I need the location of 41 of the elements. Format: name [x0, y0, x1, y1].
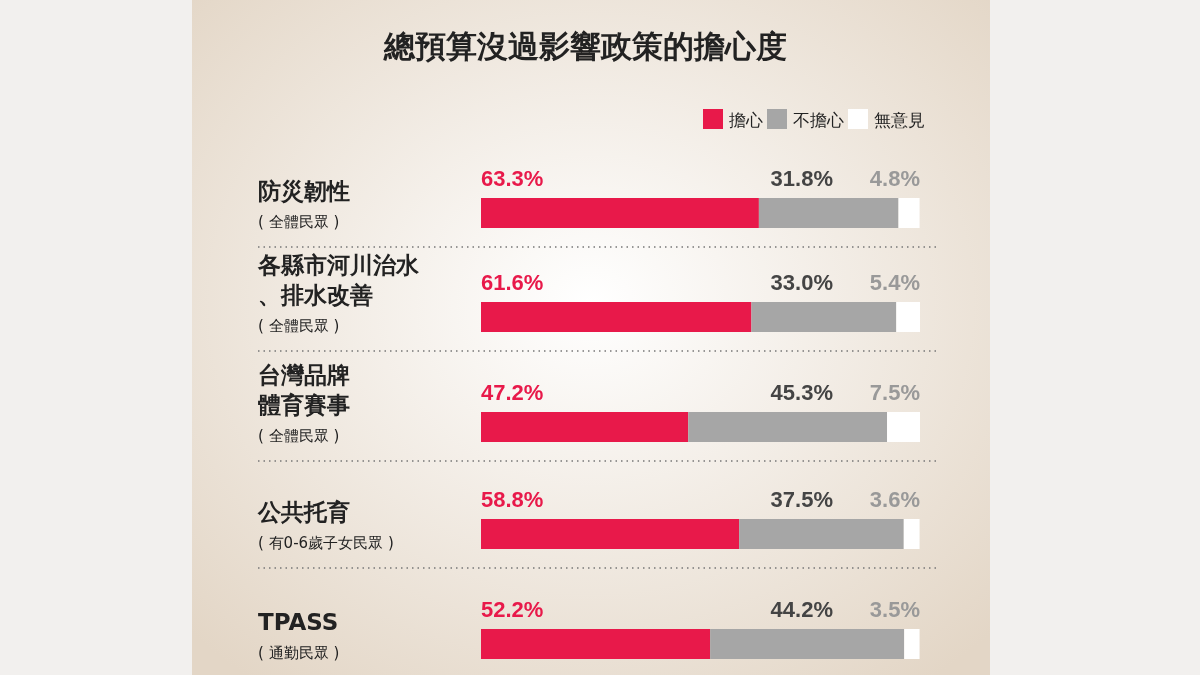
data-label: 63.3% — [481, 166, 544, 191]
bar — [688, 412, 888, 442]
text: ( 全體民眾 ) — [258, 317, 340, 335]
data-label: 61.6% — [481, 270, 544, 295]
data-label: 33.0% — [770, 270, 833, 295]
bar — [481, 198, 759, 228]
data-label: 52.2% — [481, 597, 544, 622]
bar — [898, 198, 920, 228]
bar — [903, 519, 920, 549]
data-label: 3.5% — [869, 597, 920, 622]
y-tick-label: 公共托育 — [257, 499, 350, 525]
text: ( 有0-6歲子女民眾 ) — [258, 534, 394, 552]
bar — [739, 519, 904, 549]
chart-title: 總預算沒過影響政策的擔心度 — [382, 28, 787, 64]
data-label: 47.2% — [481, 380, 544, 405]
bar — [710, 629, 905, 659]
text: ( 通勤民眾 ) — [258, 644, 340, 662]
y-tick-label: 台灣品牌體育賽事 — [258, 362, 350, 418]
bar — [887, 412, 920, 442]
data-label: 7.5% — [869, 380, 920, 405]
bar — [904, 629, 920, 659]
text: ( 全體民眾 ) — [258, 213, 340, 231]
legend-label: 無意見 — [874, 110, 925, 130]
bar — [481, 412, 689, 442]
legend-label: 不擔心 — [793, 110, 844, 130]
data-label: 45.3% — [770, 380, 833, 405]
bar — [481, 629, 711, 659]
data-label: 44.2% — [770, 597, 833, 622]
data-label: 37.5% — [770, 487, 833, 512]
text: ( 全體民眾 ) — [258, 427, 340, 445]
data-label: 3.6% — [869, 487, 920, 512]
bar — [758, 198, 899, 228]
y-tick-label: TPASS — [258, 609, 339, 635]
data-label: 5.4% — [869, 270, 920, 295]
data-label: 58.8% — [481, 487, 544, 512]
data-label: 31.8% — [770, 166, 833, 191]
y-tick-label: 防災韌性 — [258, 178, 350, 204]
bar — [481, 519, 740, 549]
legend-label: 擔心 — [729, 110, 763, 130]
data-label: 4.8% — [869, 166, 920, 191]
y-tick-label: 各縣市河川治水、排水改善 — [257, 252, 420, 308]
